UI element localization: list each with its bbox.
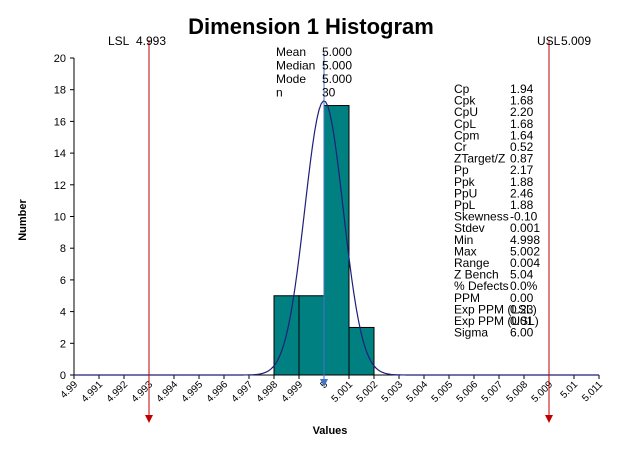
x-tick-label: 5.001 <box>330 379 356 405</box>
capability-stat-label: Z Bench <box>454 268 499 282</box>
capability-stat-value: -0.10 <box>510 210 538 224</box>
capability-stat-label: Range <box>454 256 490 270</box>
capability-stat-value: 0.001 <box>510 221 540 235</box>
capability-stat-value: 2.20 <box>510 105 534 119</box>
y-tick-label: 20 <box>54 53 66 65</box>
capability-stat-label: PpU <box>454 186 477 200</box>
y-tick-label: 16 <box>54 116 66 128</box>
capability-stat-label: Max <box>454 244 477 258</box>
chart-title: Dimension 1 Histogram <box>188 14 434 39</box>
y-axis-label: Number <box>17 199 29 241</box>
capability-stat-label: Cpk <box>454 94 476 108</box>
capability-stat-value: 0.00 <box>510 291 534 305</box>
capability-stat-label: PPM <box>454 291 480 305</box>
usl-label: USL <box>537 34 561 48</box>
mean-arrow-icon <box>320 379 328 387</box>
summary-stat-value: 5.000 <box>322 45 352 59</box>
capability-stat-label: Stdev <box>454 221 485 235</box>
usl-arrow-icon <box>545 415 553 423</box>
capability-stat-value: 0.52 <box>510 140 534 154</box>
x-tick-label: 4.99 <box>59 379 81 401</box>
y-tick-label: 18 <box>54 85 66 97</box>
capability-stat-value: 0.23 <box>510 302 534 316</box>
capability-stat-label: Exp PPM (USL) <box>454 314 539 328</box>
x-tick-label: 5.003 <box>380 379 406 405</box>
capability-stat-label: Exp PPM (LSL) <box>454 302 537 316</box>
y-tick-label: 12 <box>54 180 66 192</box>
x-tick-label: 5.002 <box>355 379 381 405</box>
y-tick-label: 8 <box>60 243 66 255</box>
x-tick-label: 4.996 <box>205 379 231 405</box>
x-tick-label: 4.995 <box>180 379 206 405</box>
capability-stat-label: % Defects <box>454 279 509 293</box>
summary-stat-value: 30 <box>322 86 336 100</box>
capability-stat-value: 5.002 <box>510 244 540 258</box>
y-tick-label: 6 <box>60 275 66 287</box>
y-tick-label: 4 <box>60 307 66 319</box>
summary-stat-label: Mean <box>276 45 306 59</box>
x-tick-label: 4.999 <box>280 379 306 405</box>
capability-stat-value: 2.46 <box>510 186 534 200</box>
x-tick-label: 4.998 <box>255 379 281 405</box>
x-tick-label: 5.006 <box>455 379 481 405</box>
capability-stat-label: CpU <box>454 105 478 119</box>
capability-stat-label: ZTarget/Z <box>454 152 505 166</box>
capability-stat-value: 4.998 <box>510 233 540 247</box>
capability-stat-value: 1.64 <box>510 128 534 142</box>
capability-stat-value: 0.87 <box>510 152 534 166</box>
capability-stat-value: 5.04 <box>510 268 534 282</box>
summary-stat-label: n <box>276 86 283 100</box>
capability-stat-value: 1.94 <box>510 82 534 96</box>
x-tick-label: 5.011 <box>580 379 605 404</box>
x-tick-label: 4.997 <box>230 379 256 405</box>
x-tick-label: 5.008 <box>505 379 531 405</box>
x-tick-label: 5.004 <box>405 379 431 405</box>
capability-stat-value: 0.0% <box>510 279 538 293</box>
x-tick-label: 5.009 <box>530 379 556 405</box>
summary-stat-value: 5.000 <box>322 72 352 86</box>
x-tick-label: 5.007 <box>480 379 506 405</box>
y-tick-label: 14 <box>54 148 66 160</box>
y-tick-label: 10 <box>54 212 66 224</box>
capability-stat-value: 1.68 <box>510 117 534 131</box>
y-tick-label: 0 <box>60 370 66 382</box>
usl-value: 5.009 <box>561 34 591 48</box>
capability-stat-value: 1.68 <box>510 94 534 108</box>
capability-stat-label: Cpm <box>454 128 479 142</box>
capability-stat-value: 2.17 <box>510 163 534 177</box>
capability-stat-value: 1.88 <box>510 198 534 212</box>
capability-stat-value: 0.01 <box>510 314 534 328</box>
capability-stat-label: Skewness <box>454 210 509 224</box>
x-tick-label: 4.991 <box>80 379 106 405</box>
capability-stat-label: Min <box>454 233 473 247</box>
lsl-value: 4.993 <box>136 34 166 48</box>
capability-stat-label: CpL <box>454 117 476 131</box>
capability-stat-value: 6.00 <box>510 326 534 340</box>
summary-stat-value: 5.000 <box>322 59 352 73</box>
capability-stat-label: Ppk <box>454 175 476 189</box>
x-tick-label: 5.005 <box>430 379 456 405</box>
capability-stat-label: Cr <box>454 140 467 154</box>
x-tick-label: 4.994 <box>155 379 181 405</box>
capability-stat-label: Cp <box>454 82 470 96</box>
capability-stat-value: 0.004 <box>510 256 540 270</box>
histogram-bar <box>323 105 350 376</box>
normal-distribution-curve <box>74 100 599 376</box>
x-tick-label: 4.992 <box>105 379 131 405</box>
capability-stat-label: Sigma <box>454 326 488 340</box>
capability-stat-label: Pp <box>454 163 469 177</box>
x-axis-label: Values <box>313 425 348 437</box>
x-tick-label: 4.993 <box>130 379 156 405</box>
capability-stat-label: PpL <box>454 198 476 212</box>
y-tick-label: 2 <box>60 338 66 350</box>
x-tick-label: 5.01 <box>559 379 581 401</box>
lsl-arrow-icon <box>145 415 153 423</box>
summary-stat-label: Median <box>276 59 315 73</box>
summary-stat-label: Mode <box>276 72 306 86</box>
lsl-label: LSL <box>108 34 130 48</box>
capability-stat-value: 1.88 <box>510 175 534 189</box>
histogram-bar <box>298 295 325 376</box>
